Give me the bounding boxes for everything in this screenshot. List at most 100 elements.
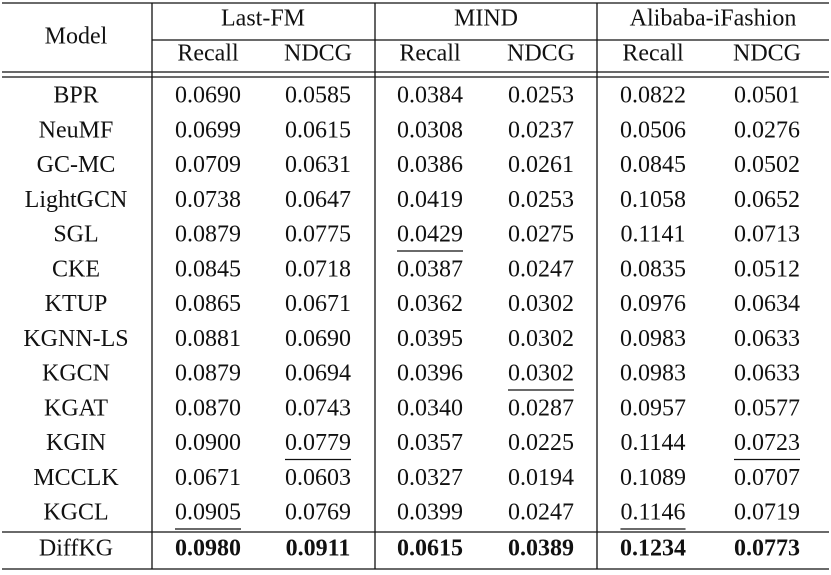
metric-value: 0.0253 [508, 187, 574, 213]
metric-value: 0.0769 [285, 500, 351, 526]
metric-value: 0.0822 [620, 83, 686, 109]
metric-value: 0.0845 [175, 256, 241, 282]
metric-value: 0.0647 [285, 187, 351, 213]
metric-value: 0.0633 [734, 361, 800, 387]
metric-value: 0.0357 [397, 430, 463, 456]
metric-value: 0.0634 [734, 291, 800, 317]
metric-value: 0.0879 [175, 222, 241, 248]
metric-value: 0.1234 [620, 536, 686, 562]
metric-value: 0.0247 [508, 500, 574, 526]
model-name: KTUP [45, 291, 108, 317]
metric-value: 0.0738 [175, 187, 241, 213]
metric-value: 0.0743 [285, 395, 351, 421]
metric-value: 0.1089 [620, 465, 686, 491]
metric-value: 0.0302 [508, 291, 574, 317]
metric-value: 0.0775 [285, 222, 351, 248]
metric-value: 0.0501 [734, 83, 800, 109]
metric-value: 0.0225 [508, 430, 574, 456]
metric-value: 0.0690 [175, 83, 241, 109]
model-name: MCCLK [33, 465, 119, 491]
group-header: Alibaba-iFashion [630, 6, 797, 32]
metric-value: 0.1144 [620, 430, 685, 456]
metric-value: 0.0900 [175, 430, 241, 456]
model-name: KGIN [46, 430, 106, 456]
metric-value: 0.0247 [508, 256, 574, 282]
metric-value: 0.0723 [734, 430, 800, 456]
metric-value: 0.1058 [620, 187, 686, 213]
metric-value: 0.0709 [175, 152, 241, 178]
metric-value: 0.0340 [397, 395, 463, 421]
metric-value: 0.0261 [508, 152, 574, 178]
metric-value: 0.0603 [285, 465, 351, 491]
model-name: CKE [52, 256, 100, 282]
metric-value: 0.0287 [508, 395, 574, 421]
metric-value: 0.0690 [285, 326, 351, 352]
metric-value: 0.0652 [734, 187, 800, 213]
metric-value: 0.0327 [397, 465, 463, 491]
model-name: KGNN-LS [23, 326, 128, 352]
metric-value: 0.0615 [285, 117, 351, 143]
model-name: KGCN [42, 361, 110, 387]
metric-value: 0.0585 [285, 83, 351, 109]
metric-value: 0.0396 [397, 361, 463, 387]
metric-header: NDCG [284, 41, 352, 67]
metric-value: 0.0699 [175, 117, 241, 143]
metric-value: 0.0399 [397, 500, 463, 526]
metric-value: 0.0773 [734, 536, 800, 562]
metric-value: 0.0615 [397, 536, 463, 562]
metric-value: 0.0881 [175, 326, 241, 352]
metric-value: 0.0384 [397, 83, 463, 109]
model-name: NeuMF [39, 117, 114, 143]
metric-value: 0.0276 [734, 117, 800, 143]
metric-value: 0.0395 [397, 326, 463, 352]
metric-value: 0.0779 [285, 430, 351, 456]
metric-value: 0.0707 [734, 465, 800, 491]
metric-header: Recall [622, 41, 684, 67]
metric-value: 0.1146 [620, 500, 685, 526]
metric-value: 0.0983 [620, 326, 686, 352]
metric-value: 0.0671 [175, 465, 241, 491]
metric-value: 0.0980 [175, 536, 241, 562]
metric-value: 0.0976 [620, 291, 686, 317]
metric-value: 0.0308 [397, 117, 463, 143]
metric-value: 0.0631 [285, 152, 351, 178]
metric-value: 0.0718 [285, 256, 351, 282]
metric-value: 0.0362 [397, 291, 463, 317]
metric-value: 0.0506 [620, 117, 686, 143]
model-name: DiffKG [39, 536, 113, 562]
metric-value: 0.0713 [734, 222, 800, 248]
metric-value: 0.0957 [620, 395, 686, 421]
metric-value: 0.0419 [397, 187, 463, 213]
metric-value: 0.0845 [620, 152, 686, 178]
metric-value: 0.0253 [508, 83, 574, 109]
model-name: KGAT [44, 395, 108, 421]
metric-value: 0.0671 [285, 291, 351, 317]
model-name: KGCL [43, 500, 108, 526]
metric-header: NDCG [507, 41, 575, 67]
model-name: GC-MC [37, 152, 116, 178]
metric-value: 0.0719 [734, 500, 800, 526]
model-name: LightGCN [25, 187, 128, 213]
metric-value: 0.0911 [286, 536, 351, 562]
metric-value: 0.0865 [175, 291, 241, 317]
metric-value: 0.0302 [508, 361, 574, 387]
metric-value: 0.0502 [734, 152, 800, 178]
metric-header: Recall [399, 41, 461, 67]
metric-value: 0.0983 [620, 361, 686, 387]
metric-value: 0.0237 [508, 117, 574, 143]
model-name: SGL [53, 222, 98, 248]
group-header: MIND [454, 6, 518, 32]
metric-value: 0.0694 [285, 361, 351, 387]
metric-value: 0.0577 [734, 395, 800, 421]
metric-value: 0.0386 [397, 152, 463, 178]
metric-header: NDCG [733, 41, 801, 67]
model-header: Model [45, 24, 108, 50]
group-header: Last-FM [221, 6, 305, 32]
metric-value: 0.0389 [508, 536, 574, 562]
metric-value: 0.0879 [175, 361, 241, 387]
metric-value: 0.0512 [734, 256, 800, 282]
metric-value: 0.0275 [508, 222, 574, 248]
model-name: BPR [53, 83, 98, 109]
metric-header: Recall [177, 41, 239, 67]
